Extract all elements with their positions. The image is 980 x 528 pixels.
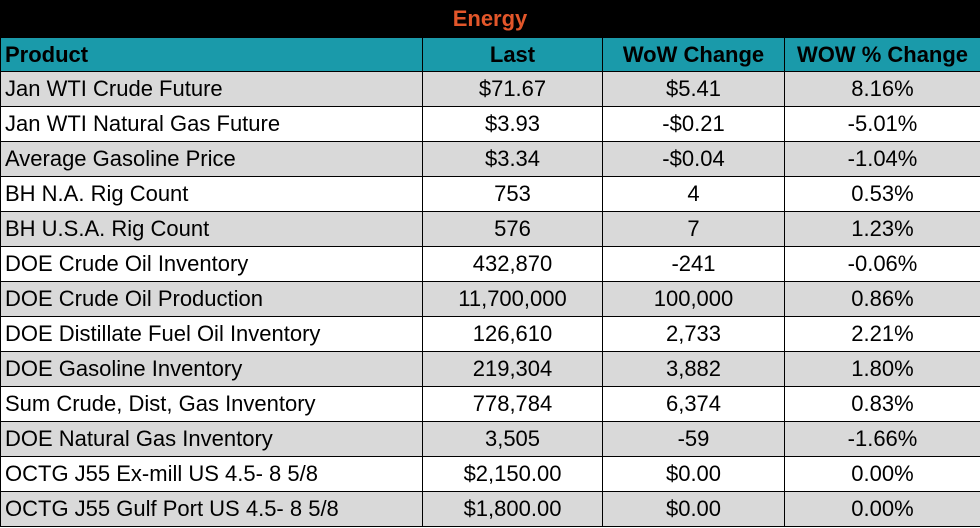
cell-wow-pct: 0.00% bbox=[784, 491, 980, 527]
table-row: Average Gasoline Price $3.34 -$0.04 -1.0… bbox=[0, 141, 980, 177]
cell-wow-pct: 0.00% bbox=[784, 456, 980, 492]
table-row: BH N.A. Rig Count 753 4 0.53% bbox=[0, 176, 980, 212]
cell-wow-pct: 0.86% bbox=[784, 281, 980, 317]
cell-product: BH U.S.A. Rig Count bbox=[0, 211, 423, 247]
table-row: DOE Natural Gas Inventory 3,505 -59 -1.6… bbox=[0, 421, 980, 457]
header-row: Product Last WoW Change WOW % Change bbox=[0, 37, 980, 72]
cell-wow-change: 2,733 bbox=[602, 316, 785, 352]
table-row: DOE Distillate Fuel Oil Inventory 126,61… bbox=[0, 316, 980, 352]
cell-last: $71.67 bbox=[422, 71, 603, 107]
cell-wow-change: $5.41 bbox=[602, 71, 785, 107]
cell-wow-change: $0.00 bbox=[602, 491, 785, 527]
cell-last: 753 bbox=[422, 176, 603, 212]
cell-wow-change: 100,000 bbox=[602, 281, 785, 317]
cell-product: DOE Crude Oil Inventory bbox=[0, 246, 423, 282]
table-row: DOE Crude Oil Inventory 432,870 -241 -0.… bbox=[0, 246, 980, 282]
cell-wow-pct: -5.01% bbox=[784, 106, 980, 142]
cell-wow-change: $0.00 bbox=[602, 456, 785, 492]
cell-product: DOE Distillate Fuel Oil Inventory bbox=[0, 316, 423, 352]
cell-wow-change: -241 bbox=[602, 246, 785, 282]
cell-last: 11,700,000 bbox=[422, 281, 603, 317]
cell-wow-pct: 0.53% bbox=[784, 176, 980, 212]
cell-product: Sum Crude, Dist, Gas Inventory bbox=[0, 386, 423, 422]
cell-product: DOE Gasoline Inventory bbox=[0, 351, 423, 387]
cell-product: BH N.A. Rig Count bbox=[0, 176, 423, 212]
cell-wow-pct: -1.04% bbox=[784, 141, 980, 177]
cell-product: OCTG J55 Ex-mill US 4.5- 8 5/8 bbox=[0, 456, 423, 492]
energy-table: Product Last WoW Change WOW % Change Jan… bbox=[0, 37, 980, 527]
table-title: Energy bbox=[0, 0, 980, 37]
cell-last: 778,784 bbox=[422, 386, 603, 422]
header-wow-pct-change: WOW % Change bbox=[784, 37, 980, 72]
cell-last: 3,505 bbox=[422, 421, 603, 457]
cell-wow-pct: 1.23% bbox=[784, 211, 980, 247]
cell-last: $3.34 bbox=[422, 141, 603, 177]
cell-product: Jan WTI Crude Future bbox=[0, 71, 423, 107]
cell-wow-change: 4 bbox=[602, 176, 785, 212]
cell-wow-pct: 1.80% bbox=[784, 351, 980, 387]
cell-last: 219,304 bbox=[422, 351, 603, 387]
cell-last: 432,870 bbox=[422, 246, 603, 282]
header-wow-change: WoW Change bbox=[602, 37, 785, 72]
cell-wow-change: -59 bbox=[602, 421, 785, 457]
cell-wow-change: -$0.04 bbox=[602, 141, 785, 177]
cell-last: $1,800.00 bbox=[422, 491, 603, 527]
cell-wow-change: 6,374 bbox=[602, 386, 785, 422]
cell-wow-change: -$0.21 bbox=[602, 106, 785, 142]
cell-product: Jan WTI Natural Gas Future bbox=[0, 106, 423, 142]
cell-last: $2,150.00 bbox=[422, 456, 603, 492]
cell-wow-change: 3,882 bbox=[602, 351, 785, 387]
cell-product: Average Gasoline Price bbox=[0, 141, 423, 177]
cell-product: DOE Crude Oil Production bbox=[0, 281, 423, 317]
cell-wow-pct: 0.83% bbox=[784, 386, 980, 422]
cell-wow-pct: -0.06% bbox=[784, 246, 980, 282]
cell-wow-pct: -1.66% bbox=[784, 421, 980, 457]
table-row: OCTG J55 Ex-mill US 4.5- 8 5/8 $2,150.00… bbox=[0, 456, 980, 492]
table-row: Sum Crude, Dist, Gas Inventory 778,784 6… bbox=[0, 386, 980, 422]
cell-product: DOE Natural Gas Inventory bbox=[0, 421, 423, 457]
table-row: Jan WTI Crude Future $71.67 $5.41 8.16% bbox=[0, 71, 980, 107]
table-row: Jan WTI Natural Gas Future $3.93 -$0.21 … bbox=[0, 106, 980, 142]
table-row: OCTG J55 Gulf Port US 4.5- 8 5/8 $1,800.… bbox=[0, 491, 980, 527]
table-row: DOE Gasoline Inventory 219,304 3,882 1.8… bbox=[0, 351, 980, 387]
cell-wow-pct: 2.21% bbox=[784, 316, 980, 352]
cell-product: OCTG J55 Gulf Port US 4.5- 8 5/8 bbox=[0, 491, 423, 527]
cell-wow-pct: 8.16% bbox=[784, 71, 980, 107]
table-row: DOE Crude Oil Production 11,700,000 100,… bbox=[0, 281, 980, 317]
cell-last: 576 bbox=[422, 211, 603, 247]
table-row: BH U.S.A. Rig Count 576 7 1.23% bbox=[0, 211, 980, 247]
cell-last: 126,610 bbox=[422, 316, 603, 352]
cell-wow-change: 7 bbox=[602, 211, 785, 247]
header-product: Product bbox=[0, 37, 423, 72]
cell-last: $3.93 bbox=[422, 106, 603, 142]
header-last: Last bbox=[422, 37, 603, 72]
